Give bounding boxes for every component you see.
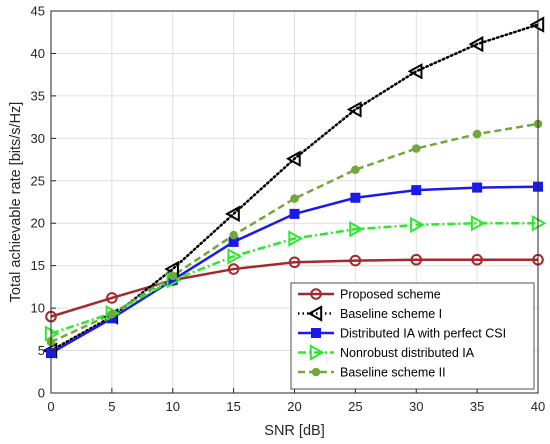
data-point <box>288 230 304 247</box>
legend-label: Proposed scheme <box>340 288 441 302</box>
legend-marker <box>311 367 321 377</box>
x-tick-label: 40 <box>531 399 545 414</box>
data-point <box>290 194 299 203</box>
data-point <box>411 144 421 153</box>
data-point <box>44 325 60 342</box>
data-point <box>472 129 482 139</box>
data-point <box>410 253 423 266</box>
data-point <box>288 256 301 269</box>
y-tick-label: 10 <box>31 301 45 316</box>
x-axis-label: SNR [dB] <box>264 423 324 439</box>
data-point <box>227 248 243 265</box>
y-tick-label: 5 <box>38 343 45 358</box>
legend-marker <box>311 328 321 338</box>
legend-marker <box>310 288 322 300</box>
data-point <box>168 271 178 281</box>
legend-marker <box>309 344 325 361</box>
x-tick-label: 25 <box>348 399 362 414</box>
legend-label: Baseline scheme I <box>340 307 442 321</box>
data-point <box>471 253 483 266</box>
legend-label: Nonrobust distributed IA <box>340 346 475 360</box>
data-point <box>472 182 483 193</box>
y-axis-label: Total achievable rate [bits/s/Hz] <box>8 102 24 303</box>
data-point <box>349 220 364 238</box>
data-point <box>531 215 547 232</box>
data-point <box>229 230 238 240</box>
y-tick-label: 25 <box>31 173 45 188</box>
y-tick-label: 0 <box>38 386 45 401</box>
data-point <box>225 205 240 223</box>
series-line <box>50 122 539 344</box>
data-point <box>285 150 301 167</box>
data-point <box>411 185 422 196</box>
data-point <box>227 263 240 275</box>
x-tick-label: 30 <box>409 399 423 414</box>
data-point <box>289 208 300 219</box>
tick-labels: 0 5 10 15 20 25 30 35 40 0 5 10 15 20 25 30 35 40 45 <box>31 4 546 415</box>
data-point <box>349 254 362 267</box>
data-point <box>106 292 118 304</box>
y-tick-label: 20 <box>31 216 45 231</box>
legend-marker <box>307 305 323 322</box>
data-point <box>407 63 423 80</box>
legend: Proposed scheme Baseline scheme I Distribu… <box>290 282 535 390</box>
x-tick-label: 10 <box>166 399 180 414</box>
x-tick-label: 0 <box>47 399 54 414</box>
x-tick-label: 20 <box>287 399 301 414</box>
series-line <box>50 258 538 318</box>
data-point <box>351 165 360 175</box>
data-point <box>470 215 486 232</box>
data-point <box>410 216 425 234</box>
data-point <box>346 101 362 118</box>
y-tick-label: 45 <box>31 4 45 19</box>
legend-label: Baseline scheme II <box>340 366 446 380</box>
legend-label: Distributed IA with perfect CSI <box>340 327 506 341</box>
y-tick-label: 15 <box>31 258 45 273</box>
data-point <box>107 309 117 319</box>
x-tick-label: 5 <box>108 399 115 414</box>
y-tick-label: 30 <box>31 131 45 146</box>
y-tick-label: 35 <box>31 88 45 103</box>
data-point <box>529 16 545 33</box>
x-tick-label: 35 <box>470 399 484 414</box>
data-point <box>350 192 361 203</box>
data-point <box>468 35 484 53</box>
x-tick-label: 15 <box>226 399 240 414</box>
y-tick-label: 40 <box>31 46 45 61</box>
